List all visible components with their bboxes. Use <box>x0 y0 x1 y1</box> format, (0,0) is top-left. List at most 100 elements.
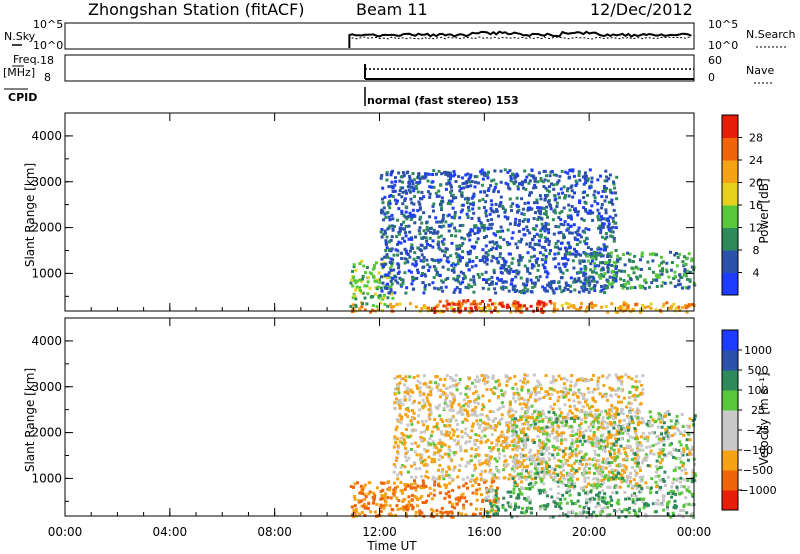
velocity-cell <box>587 437 591 441</box>
velocity-cell <box>639 435 643 439</box>
velocity-cell <box>402 508 406 512</box>
power-cell <box>551 218 555 222</box>
velocity-cell <box>548 452 551 455</box>
power-cell <box>589 262 593 266</box>
velocity-cell <box>620 437 624 440</box>
power-cell <box>546 289 549 293</box>
velocity-cell <box>587 467 591 471</box>
velocity-cell <box>400 436 403 440</box>
power-cell <box>467 205 470 209</box>
power-cell <box>612 180 615 184</box>
velocity-cell <box>597 471 601 475</box>
velocity-cell <box>669 489 673 493</box>
power-cell <box>403 199 407 202</box>
velocity-cell <box>418 386 422 390</box>
velocity-cell <box>605 376 609 380</box>
velocity-cell <box>408 484 412 488</box>
power-cell <box>512 301 516 305</box>
velocity-cell <box>398 440 402 444</box>
velocity-cell <box>671 481 675 485</box>
velocity-cell <box>600 507 604 511</box>
power-cell <box>690 257 694 261</box>
velocity-cell <box>672 490 676 494</box>
power-cell <box>559 222 563 226</box>
power-cell <box>394 202 398 206</box>
velocity-cell <box>581 394 585 398</box>
power-cell <box>539 235 543 239</box>
power-cell <box>486 227 490 231</box>
power-cell <box>384 249 388 253</box>
velocity-cell <box>393 481 396 485</box>
velocity-cell <box>490 441 494 445</box>
power-cell <box>555 182 559 186</box>
power-cell <box>504 280 508 284</box>
power-cell <box>390 184 394 188</box>
power-cell <box>629 278 633 282</box>
velocity-cell <box>604 474 608 478</box>
velocity-cell <box>643 503 646 506</box>
velocity-cell <box>491 425 495 429</box>
power-cell <box>574 210 577 214</box>
velocity-cell <box>353 497 357 501</box>
power-cell <box>358 307 362 311</box>
power-cell <box>417 200 421 204</box>
velocity-cell <box>449 510 453 514</box>
velocity-cell <box>440 506 444 510</box>
power-cell <box>612 264 616 268</box>
velocity-cell <box>462 484 466 488</box>
power-cell <box>516 210 520 214</box>
velocity-cell <box>470 447 474 451</box>
power-cell <box>456 253 460 257</box>
power-cell <box>365 266 369 269</box>
power-cell <box>502 266 506 270</box>
velocity-cell <box>569 476 573 480</box>
power-cell <box>407 224 411 228</box>
velocity-cell <box>527 406 531 410</box>
velocity-cell <box>618 485 622 489</box>
power-cell <box>406 253 410 256</box>
power-cell <box>458 189 462 193</box>
power-cell <box>609 190 613 194</box>
power-cell <box>391 185 395 189</box>
power-cell <box>420 274 424 277</box>
velocity-cell <box>461 492 465 496</box>
power-cell <box>440 249 444 253</box>
power-cell <box>546 188 549 192</box>
velocity-cell <box>577 493 581 497</box>
velocity-cell <box>421 398 425 402</box>
power-cell <box>652 278 655 282</box>
velocity-cell <box>662 443 666 447</box>
velocity-cell <box>433 480 437 484</box>
velocity-cell <box>561 424 565 428</box>
power-cell <box>546 179 550 183</box>
velocity-cell <box>447 455 451 458</box>
velocity-cell <box>580 377 584 380</box>
velocity-cell <box>490 477 494 481</box>
power-cell <box>372 264 376 268</box>
velocity-cell <box>466 395 470 399</box>
velocity-cell <box>386 496 390 500</box>
velocity-cell <box>660 452 664 456</box>
velocity-cell <box>490 490 494 494</box>
velocity-cell <box>618 507 622 511</box>
power-cell <box>453 211 457 214</box>
power-cell <box>516 204 520 208</box>
power-cell <box>514 305 518 309</box>
velocity-cell <box>598 413 602 417</box>
power-cell <box>568 208 572 212</box>
power-cell <box>601 261 605 265</box>
velocity-cell <box>685 511 689 515</box>
velocity-cell <box>516 493 520 497</box>
power-cell <box>515 269 519 273</box>
power-cell <box>475 256 479 259</box>
velocity-cell <box>501 449 505 453</box>
velocity-cell <box>509 502 513 506</box>
velocity-cell <box>393 486 397 490</box>
velocity-cell <box>608 464 612 468</box>
velocity-cell <box>565 420 568 424</box>
power-cell <box>468 238 472 242</box>
power-cell <box>565 252 569 256</box>
velocity-cell <box>474 453 478 456</box>
velocity-cell <box>638 507 641 511</box>
power-cell <box>594 303 598 307</box>
